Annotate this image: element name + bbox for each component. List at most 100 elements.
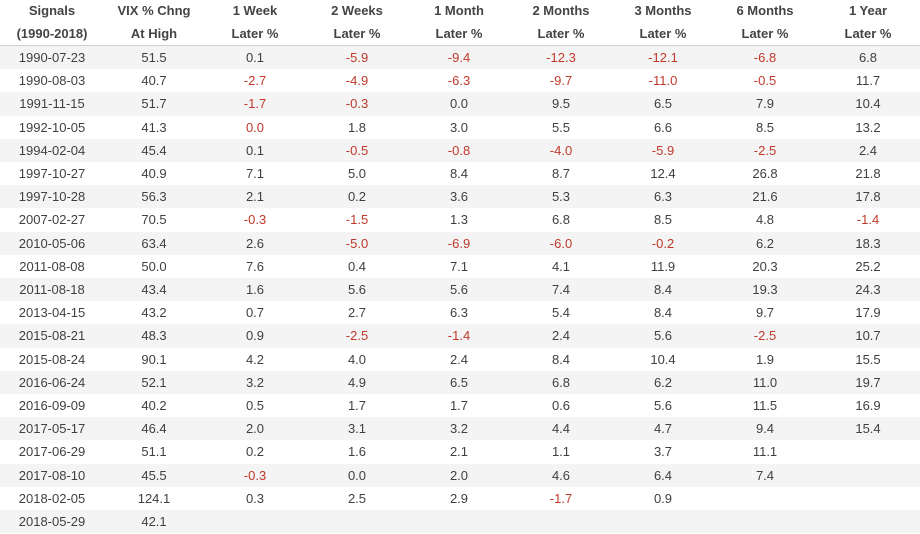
cell-year-1: 15.4 <box>816 417 920 441</box>
cell-months-3: 3.7 <box>612 440 714 464</box>
header-later-pct: Later % <box>816 22 920 46</box>
cell-weeks-2: 5.6 <box>306 278 408 302</box>
cell-vix-change: 42.1 <box>104 510 204 534</box>
cell-months-3: 8.5 <box>612 208 714 232</box>
cell-months-3: 6.5 <box>612 92 714 116</box>
table-row: 1991-11-15 51.7 -1.7 -0.3 0.0 9.5 6.5 7.9 10.4 <box>0 92 920 116</box>
header-1-year: 1 Year <box>848 3 888 18</box>
table-row: 1990-07-23 51.5 0.1 -5.9 -9.4 -12.3 -12.1 -6.8 6… <box>0 45 920 70</box>
cell-week-1: -2.7 <box>204 69 306 93</box>
cell-weeks-2: 1.6 <box>306 440 408 464</box>
cell-week-1: 1.6 <box>204 278 306 302</box>
cell-year-1 <box>816 463 920 487</box>
table-row: 1990-08-03 40.7 -2.7 -4.9 -6.3 -9.7 -11.0 -0.5 1… <box>0 69 920 93</box>
cell-months-6: 7.4 <box>714 463 816 487</box>
cell-months-6: 6.2 <box>714 231 816 255</box>
header-row-1: Signals VIX % Chng 1 Week 2 Weeks 1 Mont… <box>0 0 920 23</box>
cell-months-2 <box>510 510 612 534</box>
cell-months-3: 11.9 <box>612 254 714 279</box>
cell-year-1: 6.8 <box>816 45 920 70</box>
table-row: 1992-10-05 41.3 0.0 1.8 3.0 5.5 6.6 8.5 13.2 <box>0 115 920 139</box>
cell-month-1: 2.9 <box>408 486 510 511</box>
cell-vix-change: 63.4 <box>104 231 204 255</box>
cell-signal-date: 2017-06-29 <box>0 440 104 464</box>
cell-months-3: 6.6 <box>612 115 714 139</box>
cell-signal-date: 2011-08-08 <box>0 254 104 279</box>
cell-vix-change: 45.4 <box>104 138 204 163</box>
cell-vix-change: 51.7 <box>104 92 204 116</box>
cell-months-2: 9.5 <box>510 92 612 116</box>
cell-months-2: 5.4 <box>510 301 612 325</box>
cell-months-3: -11.0 <box>612 69 714 93</box>
cell-month-1: 0.0 <box>408 92 510 116</box>
cell-weeks-2: 5.0 <box>306 162 408 186</box>
cell-year-1: -1.4 <box>816 208 920 232</box>
cell-month-1: 7.1 <box>408 254 510 279</box>
cell-months-3: 4.7 <box>612 417 714 441</box>
table-row: 2016-06-24 52.1 3.2 4.9 6.5 6.8 6.2 11.0 19.7 <box>0 370 920 395</box>
cell-month-1: 6.5 <box>408 370 510 395</box>
cell-year-1: 16.9 <box>816 394 920 418</box>
table-row: 2016-09-09 40.2 0.5 1.7 1.7 0.6 5.6 11.5 16.9 <box>0 394 920 418</box>
cell-weeks-2: -0.5 <box>306 138 408 163</box>
cell-months-3: -0.2 <box>612 231 714 255</box>
cell-week-1: -0.3 <box>204 208 306 232</box>
table-row: 2018-05-29 42.1 <box>0 510 920 534</box>
cell-months-6: -2.5 <box>714 324 816 348</box>
cell-vix-change: 43.2 <box>104 301 204 325</box>
table-row: 2018-02-05 124.1 0.3 2.5 2.9 -1.7 0.9 <box>0 486 920 511</box>
cell-months-6: 11.5 <box>714 394 816 418</box>
header-later-pct: Later % <box>714 22 816 46</box>
cell-week-1: 0.0 <box>204 115 306 139</box>
header-at-high: At High <box>104 22 204 46</box>
cell-vix-change: 70.5 <box>104 208 204 232</box>
cell-year-1: 2.4 <box>816 138 920 163</box>
table-row: 1997-10-27 40.9 7.1 5.0 8.4 8.7 12.4 26.8 21.8 <box>0 162 920 186</box>
cell-month-1: -0.8 <box>408 138 510 163</box>
header-later-pct: Later % <box>612 22 714 46</box>
cell-months-2: 4.6 <box>510 463 612 487</box>
header-later-pct: Later % <box>510 22 612 46</box>
cell-months-2: 1.1 <box>510 440 612 464</box>
cell-signal-date: 2017-05-17 <box>0 417 104 441</box>
cell-year-1: 17.8 <box>816 185 920 209</box>
table-row: 2017-08-10 45.5 -0.3 0.0 2.0 4.6 6.4 7.4 <box>0 463 920 487</box>
header-later-pct: Later % <box>408 22 510 46</box>
table-row: 2017-06-29 51.1 0.2 1.6 2.1 1.1 3.7 11.1 <box>0 440 920 464</box>
cell-month-1: 1.3 <box>408 208 510 232</box>
cell-year-1 <box>816 486 920 511</box>
cell-month-1: 3.2 <box>408 417 510 441</box>
cell-signal-date: 2016-06-24 <box>0 370 104 395</box>
cell-vix-change: 40.7 <box>104 69 204 93</box>
cell-week-1: 0.7 <box>204 301 306 325</box>
cell-months-3: 10.4 <box>612 347 714 371</box>
header-signals-range: (1990-2018) <box>0 22 104 46</box>
table-body: 1990-07-23 51.5 0.1 -5.9 -9.4 -12.3 -12.1 -6.8 6… <box>0 45 920 534</box>
cell-signal-date: 1990-07-23 <box>0 45 104 70</box>
cell-months-6: -6.8 <box>714 45 816 70</box>
cell-week-1: 2.6 <box>204 231 306 255</box>
cell-months-6: 11.0 <box>714 370 816 395</box>
cell-signal-date: 2017-08-10 <box>0 463 104 487</box>
cell-year-1: 10.7 <box>816 324 920 348</box>
cell-vix-change: 90.1 <box>104 347 204 371</box>
cell-vix-change: 124.1 <box>104 486 204 511</box>
cell-weeks-2: 0.2 <box>306 185 408 209</box>
cell-months-3 <box>612 510 714 534</box>
cell-vix-change: 41.3 <box>104 115 204 139</box>
cell-month-1: 8.4 <box>408 162 510 186</box>
cell-week-1 <box>204 510 306 534</box>
cell-months-3: 8.4 <box>612 301 714 325</box>
cell-signal-date: 2010-05-06 <box>0 231 104 255</box>
cell-months-6: 19.3 <box>714 278 816 302</box>
cell-vix-change: 48.3 <box>104 324 204 348</box>
header-2-months: 2 Months <box>532 3 590 18</box>
cell-months-3: 0.9 <box>612 486 714 511</box>
cell-weeks-2: 4.0 <box>306 347 408 371</box>
cell-signal-date: 1997-10-27 <box>0 162 104 186</box>
cell-months-2: 6.8 <box>510 208 612 232</box>
table-row: 2015-08-24 90.1 4.2 4.0 2.4 8.4 10.4 1.9 15.5 <box>0 347 920 371</box>
cell-months-6: -2.5 <box>714 138 816 163</box>
cell-week-1: 4.2 <box>204 347 306 371</box>
cell-months-2: 8.4 <box>510 347 612 371</box>
